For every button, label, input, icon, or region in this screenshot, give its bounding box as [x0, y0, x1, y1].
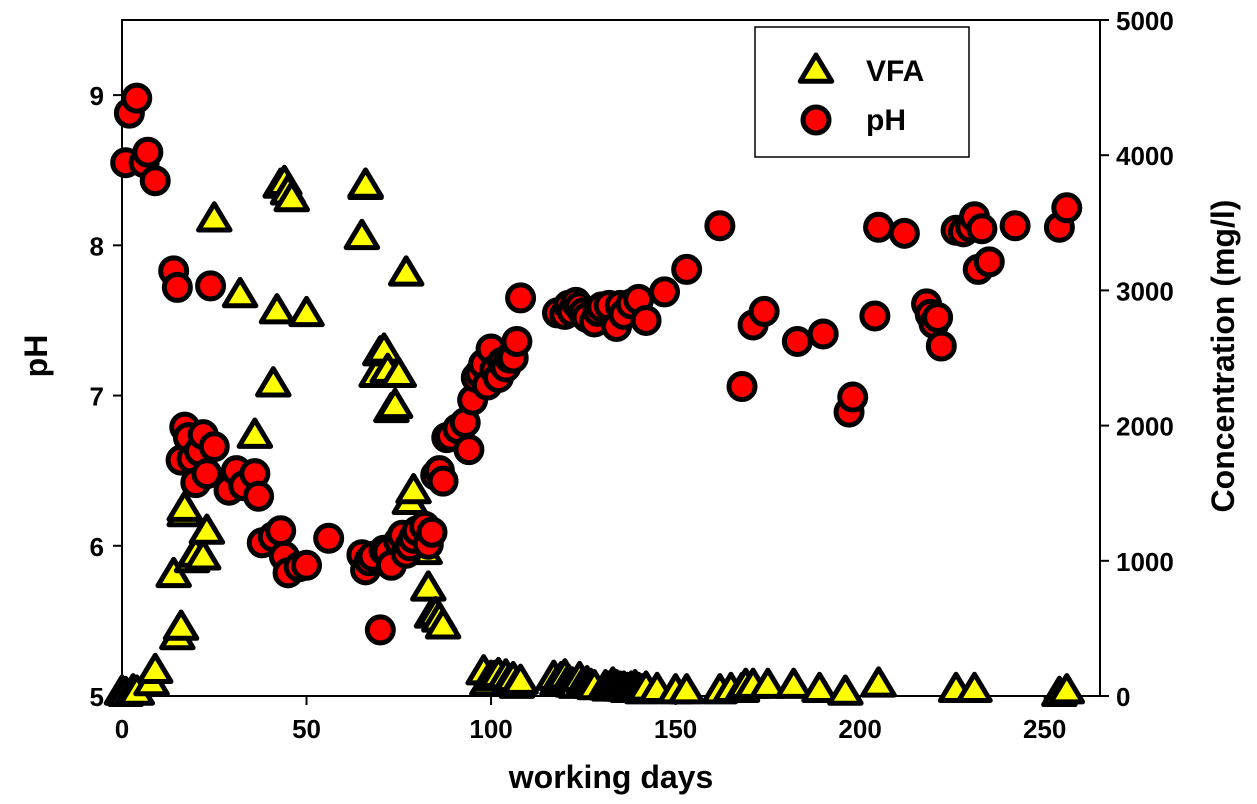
y-axis-title-left: pH [18, 335, 54, 378]
vfa-point [196, 201, 233, 233]
ph-point [416, 516, 448, 548]
ph-point [139, 165, 171, 197]
vfa-point [775, 667, 812, 699]
legend-ph-label: pH [866, 104, 906, 137]
vfa-point [376, 387, 414, 420]
ph-point [748, 295, 780, 327]
legend-vfa-triangle-marker [797, 52, 835, 84]
y-right-tick-label: 0 [1116, 682, 1130, 712]
vfa-point [162, 609, 200, 641]
ph-point [837, 381, 869, 413]
ph-point [198, 431, 230, 463]
y-left-tick-label: 7 [90, 382, 104, 412]
vfa-point [258, 293, 296, 325]
vfa-point [221, 276, 259, 309]
ph-point [925, 330, 957, 362]
ph-point [265, 515, 297, 547]
ph-point [922, 301, 954, 333]
ph-point [649, 276, 681, 308]
y-axis-right: 0 1000 2000 3000 4000 5000 [1100, 6, 1174, 712]
x-tick-label: 200 [838, 714, 881, 744]
x-tick-label: 0 [115, 714, 129, 744]
vfa-point [380, 356, 418, 388]
y-left-tick-label: 9 [90, 81, 104, 111]
vfa-point [668, 673, 705, 705]
y-right-tick-label: 3000 [1116, 276, 1174, 306]
ph-point [291, 549, 323, 581]
ph-point [313, 522, 345, 554]
vfa-point [343, 218, 381, 251]
x-tick-label: 150 [654, 714, 697, 744]
ph-point [453, 434, 485, 466]
ph-point [121, 82, 153, 114]
vfa-point [502, 663, 539, 695]
y-right-tick-label: 5000 [1116, 6, 1174, 36]
y-right-tick-label: 4000 [1116, 141, 1174, 171]
ph-point [671, 253, 703, 285]
legend-vfa-marker [797, 52, 835, 84]
ph-point [704, 210, 736, 242]
ph-point [999, 210, 1031, 242]
ph-point [973, 246, 1005, 278]
x-tick-label: 250 [1023, 714, 1066, 744]
y-left-tick-label: 5 [90, 682, 104, 712]
vfa-point [273, 180, 311, 213]
ph-point [364, 614, 396, 646]
legend-vfa-label: VFA [866, 55, 924, 88]
x-axis-title: working days [508, 759, 714, 795]
vfa-point [184, 539, 222, 571]
vfa-point [166, 490, 203, 522]
vfa-point [1048, 673, 1086, 705]
vfa-point [410, 570, 447, 602]
ph-point [807, 318, 839, 350]
y-left-tick-label: 8 [90, 231, 104, 261]
ph-point [243, 480, 275, 512]
legend-box [754, 26, 970, 158]
ph-point [966, 213, 998, 245]
vfa-point [395, 472, 432, 505]
vfa-point [956, 671, 993, 703]
ph-point [505, 282, 537, 314]
ph-point [501, 325, 533, 357]
x-tick-label: 50 [292, 714, 321, 744]
legend: VFA pH [754, 26, 970, 158]
y-left-tick-label: 6 [90, 532, 104, 562]
ph-point [161, 271, 193, 303]
ph-point [191, 458, 223, 490]
ph-point [859, 300, 891, 332]
legend-ph-marker [800, 104, 832, 136]
series-ph [110, 82, 1083, 646]
x-axis: 0 50 100 150 200 250 [115, 696, 1066, 744]
ph-point [195, 270, 227, 302]
vfa-point [255, 366, 292, 398]
vfa-point [827, 674, 864, 706]
y-right-tick-label: 2000 [1116, 412, 1174, 442]
vfa-point [749, 667, 787, 699]
vfa-point [288, 295, 325, 328]
series-vfa [103, 164, 1086, 708]
vfa-point [387, 255, 425, 287]
vfa-point [347, 167, 384, 199]
vfa-point [424, 608, 462, 640]
vfa-point [801, 671, 838, 703]
y-right-tick-label: 1000 [1116, 547, 1174, 577]
ph-point [132, 136, 164, 168]
ph-point [427, 465, 459, 497]
vfa-point [188, 513, 226, 545]
ph-point [630, 304, 662, 336]
ph-point [726, 371, 758, 403]
vfa-point [860, 666, 897, 698]
ph-point [863, 211, 895, 243]
vfa-point [136, 652, 174, 685]
ph-point [1051, 192, 1083, 224]
ph-point [888, 217, 920, 249]
vfa-point [236, 417, 274, 449]
ph-point [781, 325, 813, 357]
x-tick-label: 100 [469, 714, 512, 744]
legend-ph-circle-marker [800, 104, 832, 136]
y-axis-left: 5 6 7 8 9 [90, 81, 122, 712]
y-axis-title-right: Concentration (mg/l) [1205, 200, 1241, 513]
